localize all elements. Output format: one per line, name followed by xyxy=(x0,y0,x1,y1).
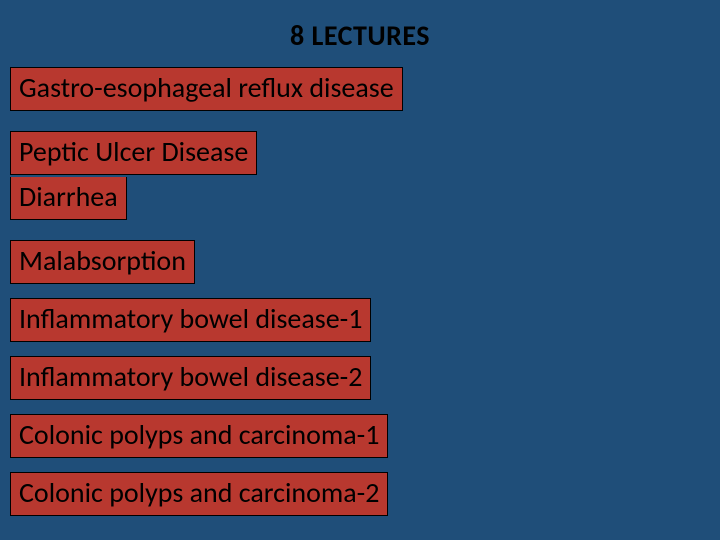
lecture-item: Inflammatory bowel disease-2 xyxy=(10,356,371,400)
slide: 8 LECTURES Gastro-esophageal reflux dise… xyxy=(0,0,720,540)
lecture-item: Peptic Ulcer Disease xyxy=(10,131,257,175)
lecture-item: Diarrhea xyxy=(10,177,127,220)
lecture-item: Colonic polyps and carcinoma-1 xyxy=(10,414,388,458)
slide-title: 8 LECTURES xyxy=(0,18,720,53)
lecture-item: Inflammatory bowel disease-1 xyxy=(10,298,371,342)
lecture-item: Malabsorption xyxy=(10,240,195,284)
lecture-item: Colonic polyps and carcinoma-2 xyxy=(10,472,388,516)
lecture-item: Gastro-esophageal reflux disease xyxy=(10,67,403,111)
lecture-item-group: Peptic Ulcer Disease Diarrhea xyxy=(10,131,720,220)
